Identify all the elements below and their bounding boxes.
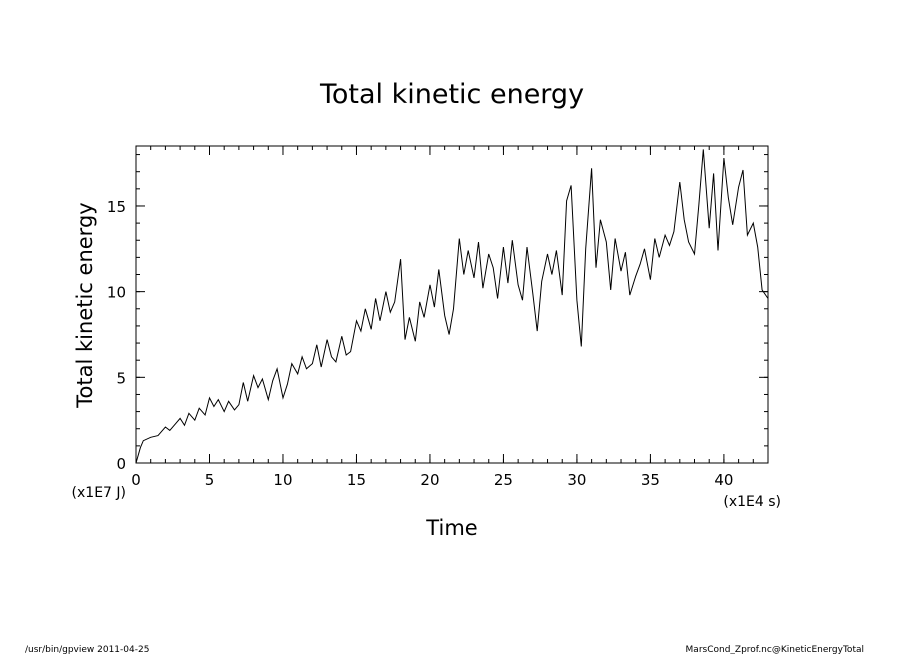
x-tick-label: 15 xyxy=(347,471,366,489)
footer-right: MarsCond_Zprof.nc@KineticEnergyTotal xyxy=(686,645,864,654)
x-unit-label: (x1E4 s) xyxy=(723,494,781,510)
plot-frame xyxy=(135,145,769,464)
footer-left: /usr/bin/gpview 2011-04-25 xyxy=(25,645,149,654)
y-tick-labels: 0 5 10 15 xyxy=(107,198,126,473)
y-tick-label: 10 xyxy=(107,284,126,302)
y-axis-label: Total kinetic energy xyxy=(73,202,97,408)
series-line xyxy=(135,149,769,464)
x-axis-label: Time xyxy=(425,516,477,540)
x-tick-label: 35 xyxy=(641,471,660,489)
x-tick-label: 40 xyxy=(714,471,733,489)
y-tick-label: 0 xyxy=(116,455,126,473)
x-tick-label: 0 xyxy=(131,471,141,489)
x-tick-label: 30 xyxy=(567,471,586,489)
x-tick-labels: 0 5 10 15 20 25 30 35 40 xyxy=(131,471,733,489)
chart-title: Total kinetic energy xyxy=(319,79,584,110)
y-unit-label: (x1E7 J) xyxy=(72,485,126,501)
x-tick-label: 10 xyxy=(273,471,292,489)
y-tick-label: 5 xyxy=(116,369,126,387)
plot-area xyxy=(135,145,769,464)
y-tick-label: 15 xyxy=(107,198,126,216)
x-tick-label: 5 xyxy=(205,471,215,489)
x-tick-label: 25 xyxy=(494,471,513,489)
axis-ticks xyxy=(135,146,769,464)
x-tick-label: 20 xyxy=(420,471,439,489)
